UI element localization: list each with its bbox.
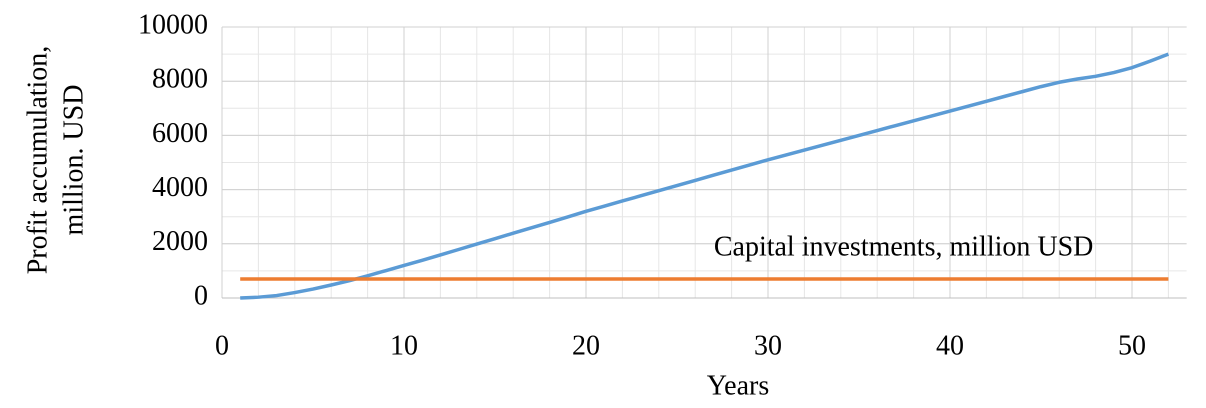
y-axis-label: million. USD xyxy=(58,85,89,236)
x-tick-label: 50 xyxy=(1118,330,1146,361)
y-tick-label: 10000 xyxy=(138,9,208,40)
series-label: Capital investments, million USD xyxy=(714,231,1094,262)
x-axis-label: Years xyxy=(707,370,770,401)
y-tick-label: 8000 xyxy=(152,64,208,95)
x-tick-label: 40 xyxy=(936,330,964,361)
x-tick-label: 30 xyxy=(754,330,782,361)
y-axis-label: Profit accumulation, xyxy=(22,46,53,275)
y-tick-label: 0 xyxy=(194,280,208,311)
x-tick-label: 10 xyxy=(390,330,418,361)
y-tick-label: 6000 xyxy=(152,118,208,149)
x-tick-label: 0 xyxy=(215,330,229,361)
y-tick-label: 4000 xyxy=(152,172,208,203)
line xyxy=(240,52,1170,300)
y-tick-label: 2000 xyxy=(152,226,208,257)
x-tick-label: 20 xyxy=(572,330,600,361)
